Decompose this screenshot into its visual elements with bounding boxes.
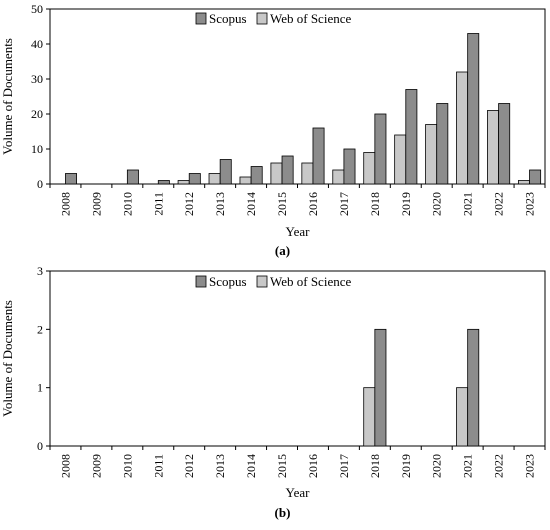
x-axis-title: Year: [286, 485, 311, 500]
panel-label: (a): [275, 243, 290, 258]
bar-web-of-science: [332, 169, 345, 185]
x-tick-label: 2021: [461, 192, 475, 216]
x-tick-label: 2013: [213, 454, 227, 478]
legend-entry: Scopus: [209, 11, 247, 26]
bar-scopus: [312, 127, 325, 185]
bar-scopus: [157, 180, 170, 185]
x-tick-label: 2022: [492, 454, 506, 478]
bar-web-of-science: [270, 162, 283, 185]
x-tick-label: 2014: [244, 192, 258, 216]
bar-scopus: [498, 103, 511, 185]
bar-web-of-science: [363, 387, 376, 447]
x-tick-label: 2009: [89, 454, 103, 478]
bar-web-of-science: [394, 134, 407, 185]
legend-swatch: [256, 12, 268, 25]
x-tick-label: 2011: [151, 454, 165, 478]
x-tick-label: 2012: [182, 192, 196, 216]
x-tick-label: 2010: [120, 192, 134, 216]
bar-scopus: [374, 328, 387, 447]
chart-panel-0: 0 10 20 30 40 50 2008 2009 2010 2011 2012 2013 2014 2…: [0, 2, 546, 258]
x-tick-label: 2020: [430, 454, 444, 478]
bar-web-of-science: [517, 180, 530, 185]
legend-swatch: [195, 275, 207, 288]
bar-web-of-science: [487, 110, 499, 185]
bar-web-of-science: [456, 387, 469, 447]
chart-panel-1: 0 1 2 3 2008 2009 2010 2011 2012 2013 2014 2015 2016…: [0, 264, 546, 520]
bar-scopus: [374, 113, 387, 185]
x-tick-label: 2011: [151, 192, 165, 216]
legend-entry: Web of Science: [270, 11, 351, 26]
bar-scopus: [436, 103, 449, 185]
bar-scopus: [188, 173, 201, 185]
bar-scopus: [126, 169, 139, 185]
x-tick-label: 2022: [492, 192, 506, 216]
y-tick-label: 40: [31, 37, 43, 51]
bar-web-of-science: [301, 162, 314, 185]
bar-scopus: [219, 159, 232, 185]
bar-scopus: [529, 169, 542, 185]
bar-scopus: [405, 89, 418, 185]
bar-web-of-science: [456, 71, 469, 185]
x-tick-label: 2018: [368, 454, 382, 478]
y-axis-title: Volume of Documents: [0, 38, 15, 155]
bar-scopus: [343, 148, 356, 185]
x-tick-label: 2020: [430, 192, 444, 216]
x-tick-label: 2008: [58, 192, 72, 216]
bar-scopus: [467, 328, 480, 447]
bar-web-of-science: [363, 152, 376, 185]
bar-web-of-science: [177, 180, 190, 185]
y-tick-label: 20: [31, 107, 43, 121]
bar-scopus: [467, 33, 480, 185]
x-tick-label: 2008: [58, 454, 72, 478]
legend-swatch: [195, 12, 207, 25]
y-tick-label: 2: [37, 322, 43, 336]
x-tick-label: 2023: [523, 454, 537, 478]
y-axis-title: Volume of Documents: [0, 300, 15, 417]
x-tick-label: 2015: [275, 192, 289, 216]
x-tick-label: 2016: [306, 192, 320, 216]
bar-web-of-science: [208, 173, 221, 185]
y-tick-label: 0: [37, 439, 43, 453]
x-tick-label: 2018: [368, 192, 382, 216]
panel-label: (b): [275, 505, 291, 520]
x-tick-label: 2019: [399, 454, 413, 478]
bar-scopus: [65, 173, 78, 185]
y-tick-label: 0: [37, 177, 43, 191]
x-tick-label: 2017: [337, 192, 351, 216]
y-tick-label: 50: [31, 2, 43, 16]
x-tick-label: 2017: [337, 454, 351, 478]
y-tick-label: 10: [31, 142, 43, 156]
x-tick-label: 2023: [523, 192, 537, 216]
legend-entry: Web of Science: [270, 274, 351, 289]
y-tick-label: 1: [37, 381, 43, 395]
y-tick-label: 30: [31, 72, 43, 86]
x-tick-label: 2014: [244, 454, 258, 478]
y-tick-label: 3: [37, 264, 43, 278]
bar-scopus: [250, 166, 263, 185]
x-tick-label: 2016: [306, 454, 320, 478]
x-tick-label: 2019: [399, 192, 413, 216]
bar-scopus: [281, 155, 294, 185]
x-tick-label: 2013: [213, 192, 227, 216]
x-tick-label: 2010: [120, 454, 134, 478]
x-tick-label: 2012: [182, 454, 196, 478]
x-tick-label: 2021: [461, 454, 475, 478]
legend-entry: Scopus: [209, 274, 247, 289]
x-tick-label: 2015: [275, 454, 289, 478]
bar-web-of-science: [239, 176, 252, 185]
bar-web-of-science: [425, 124, 438, 185]
x-axis-title: Year: [286, 224, 311, 239]
legend-swatch: [256, 275, 268, 288]
x-tick-label: 2009: [89, 192, 103, 216]
